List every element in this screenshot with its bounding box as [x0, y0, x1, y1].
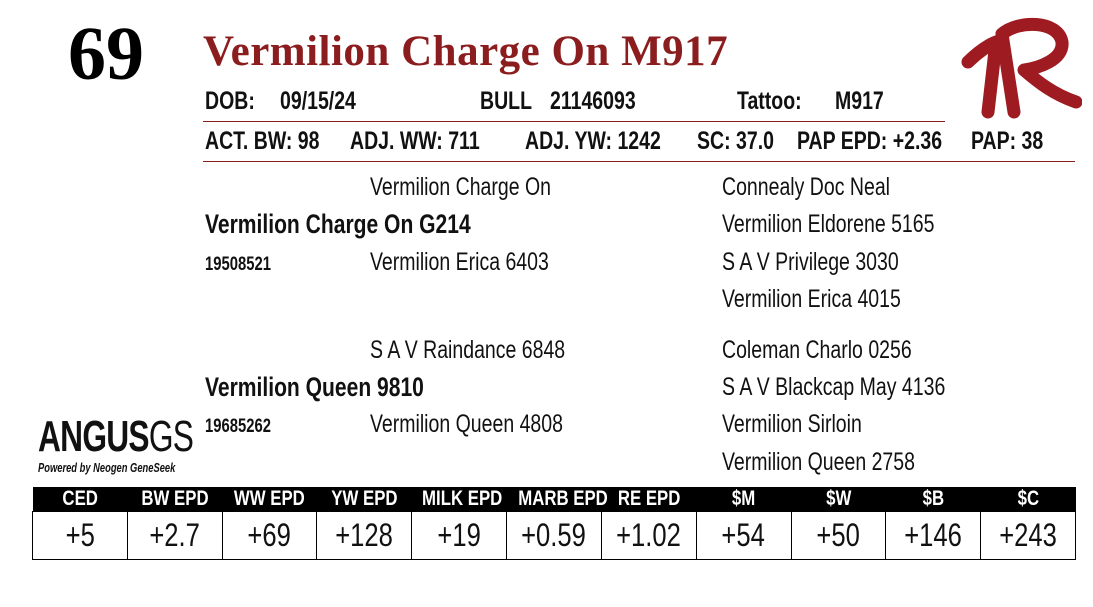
sire-name: Vermilion Charge On G214: [205, 209, 471, 239]
dob-value: 09/15/24: [280, 87, 356, 115]
scrotal-circumference: SC: 37.0: [697, 127, 774, 155]
brand-mark-logo: [961, 17, 1082, 119]
sire-dam: Vermilion Erica 6403: [370, 248, 549, 276]
epd-header: $W: [791, 487, 886, 512]
epd-header: RE EPD: [601, 487, 697, 512]
epd-header: $M: [696, 487, 791, 512]
epd-header: BW EPD: [127, 487, 223, 512]
epd-header: WW EPD: [222, 487, 317, 512]
logo-word: ANGUS: [38, 412, 150, 461]
great-grandparent: Coleman Charlo 0256: [722, 336, 912, 364]
epd-value: +54: [695, 511, 792, 560]
great-grandparent: Vermilion Eldorene 5165: [722, 210, 935, 238]
tattoo-value: M917: [835, 87, 884, 115]
pap-epd: PAP EPD: +2.36: [797, 127, 943, 155]
performance-row: ACT. BW: 98 ADJ. WW: 711 ADJ. YW: 1242 S…: [205, 126, 1075, 158]
epd-value: +2.7: [126, 511, 223, 560]
epd-value: +243: [980, 511, 1076, 560]
epd-value: +146: [885, 511, 982, 560]
sex-label: BULL: [480, 87, 532, 115]
epd-header-row: CED BW EPD WW EPD YW EPD MILK EPD MARB E…: [32, 487, 1076, 512]
divider-line: [203, 161, 1075, 162]
epd-header: CED: [32, 487, 128, 512]
adjusted-yearling-weight: ADJ. YW: 1242: [525, 127, 661, 155]
great-grandparent: Vermilion Sirloin: [722, 410, 862, 438]
dam-dam: Vermilion Queen 4808: [370, 410, 563, 438]
epd-value: +128: [316, 511, 413, 560]
dam-name: Vermilion Queen 9810: [205, 372, 424, 402]
dam-registration: 19685262: [205, 416, 271, 437]
dam-sire: S A V Raindance 6848: [370, 336, 566, 364]
great-grandparent: Vermilion Queen 2758: [722, 448, 915, 476]
logo-tagline: Powered by Neogen GeneSeek: [38, 460, 176, 475]
epd-header: MARB EPD: [506, 487, 607, 512]
tattoo-label: Tattoo:: [737, 87, 802, 115]
sire-registration: 19508521: [205, 254, 271, 275]
epd-header: $B: [885, 487, 981, 512]
logo-gs: GS: [148, 412, 194, 461]
great-grandparent: Connealy Doc Neal: [722, 173, 891, 201]
identification-row: DOB: 09/15/24 BULL 21146093 Tattoo: M917: [205, 86, 945, 118]
epd-header: $C: [980, 487, 1076, 512]
dob-label: DOB:: [205, 87, 255, 115]
animal-name: Vermilion Charge On M917: [203, 28, 729, 75]
epd-value: +19: [411, 511, 508, 560]
epd-value: +5: [32, 511, 128, 560]
epd-value: +69: [221, 511, 318, 560]
divider-line: [203, 121, 945, 122]
actual-birth-weight: ACT. BW: 98: [205, 127, 320, 155]
pap-score: PAP: 38: [971, 127, 1044, 155]
angus-gs-logo: ANGUSGS Powered by Neogen GeneSeek: [38, 415, 198, 475]
lot-number: 69: [68, 12, 144, 96]
epd-value: +50: [790, 511, 887, 560]
epd-table: CED BW EPD WW EPD YW EPD MILK EPD MARB E…: [32, 487, 1076, 560]
adjusted-weaning-weight: ADJ. WW: 711: [350, 127, 480, 155]
registration-number: 21146093: [550, 87, 636, 115]
epd-header: YW EPD: [316, 487, 412, 512]
epd-value-row: +5 +2.7 +69 +128 +19 +0.59 +1.02 +54 +50…: [32, 511, 1076, 560]
great-grandparent: S A V Blackcap May 4136: [722, 373, 946, 401]
epd-value: +0.59: [506, 511, 602, 560]
sire-sire: Vermilion Charge On: [370, 173, 552, 201]
great-grandparent: Vermilion Erica 4015: [722, 285, 901, 313]
great-grandparent: S A V Privilege 3030: [722, 248, 899, 276]
epd-header: MILK EPD: [411, 487, 507, 512]
epd-value: +1.02: [600, 511, 697, 560]
